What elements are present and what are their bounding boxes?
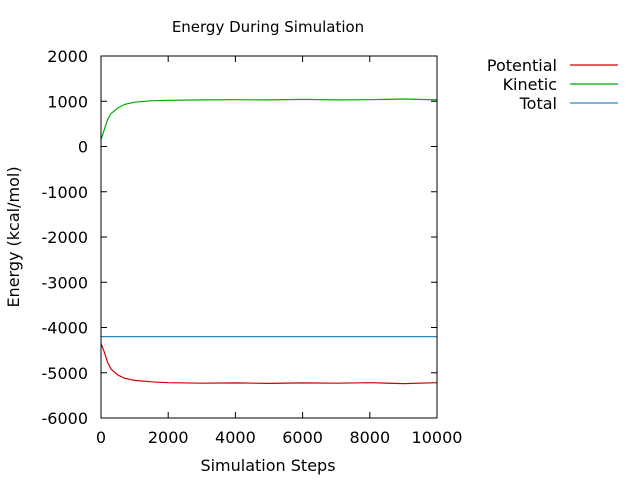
x-tick-label: 0 [96,428,106,447]
y-tick-label: -3000 [42,273,89,292]
legend-label-kinetic: Kinetic [503,75,557,94]
legend-label-total: Total [519,94,557,113]
y-tick-label: -5000 [42,364,89,383]
x-tick-label: 8000 [349,428,390,447]
x-axis-ticks: 0 2000 4000 6000 8000 10000 [96,56,463,447]
y-tick-label: 1000 [47,92,88,111]
plot-series [100,98,438,385]
y-tick-label: 0 [78,138,88,157]
x-tick-label: 6000 [282,428,323,447]
x-tick-label: 2000 [148,428,189,447]
y-axis-ticks: -6000 -5000 -4000 -3000 -2000 -1000 0 1000 2000 [42,47,437,428]
y-tick-label: -6000 [42,409,89,428]
x-tick-label: 4000 [215,428,256,447]
x-axis-label: Simulation Steps [200,456,335,475]
y-axis-label: Energy (kcal/mol) [4,166,23,307]
y-tick-label: -1000 [42,183,89,202]
chart-title: Energy During Simulation [172,18,364,36]
y-tick-label: 2000 [47,47,88,66]
x-tick-label: 10000 [412,428,463,447]
y-tick-label: -2000 [42,228,89,247]
series-line-kinetic [100,98,438,140]
series-line-potential [100,343,438,385]
plot-frame [100,55,438,419]
legend-label-potential: Potential [487,56,557,75]
y-tick-label: -4000 [42,319,89,338]
